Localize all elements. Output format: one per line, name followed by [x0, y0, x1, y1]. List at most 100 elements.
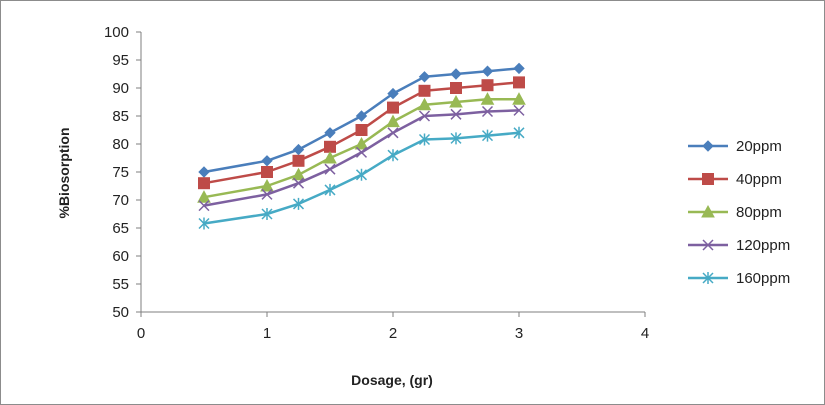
data-point-80ppm: [386, 114, 400, 128]
legend: 20ppm 40ppm 80ppm 120ppm 160ppm: [688, 138, 790, 287]
legend-marker-120ppm: [702, 239, 714, 251]
x-tick-labels: 0 1 2 3 4: [137, 325, 649, 342]
legend-label-40ppm: 40ppm: [736, 171, 782, 188]
series-20ppm: [198, 62, 525, 178]
legend-item-160ppm: 160ppm: [688, 270, 790, 287]
y-tick-label: 100: [104, 24, 129, 41]
series-line-80ppm: [203, 97, 519, 199]
y-axis-title: %Biosorption: [56, 128, 72, 219]
data-point-80ppm: [260, 178, 274, 192]
legend-item-40ppm: 40ppm: [688, 171, 782, 188]
series-layer: [197, 62, 526, 230]
data-point-80ppm: [480, 92, 495, 105]
data-point-120ppm: [481, 105, 494, 118]
data-point-160ppm: [513, 126, 525, 139]
y-tick-label: 90: [112, 80, 129, 97]
series-80ppm: [197, 92, 526, 203]
x-tick-label: 0: [137, 325, 145, 342]
series-line-20ppm: [203, 67, 520, 174]
y-tick-label: 55: [112, 276, 129, 293]
data-point-120ppm: [261, 188, 273, 200]
x-axis-title: Dosage, (gr): [351, 372, 433, 388]
data-point-160ppm: [481, 129, 494, 142]
data-point-80ppm: [512, 92, 526, 105]
data-point-20ppm: [418, 71, 431, 83]
data-point-120ppm: [513, 104, 525, 116]
data-point-160ppm: [418, 133, 431, 146]
series-160ppm: [198, 126, 525, 230]
data-point-160ppm: [261, 208, 273, 220]
series-120ppm: [198, 104, 525, 212]
data-point-40ppm: [513, 76, 525, 89]
legend-item-20ppm: 20ppm: [688, 138, 782, 155]
data-point-20ppm: [387, 87, 399, 100]
y-tick-label: 95: [112, 52, 129, 69]
series-40ppm: [198, 76, 525, 190]
data-point-120ppm: [418, 110, 431, 122]
legend-item-120ppm: 120ppm: [688, 237, 790, 254]
y-tick-label: 50: [112, 304, 129, 321]
axis-tick-marks: [136, 31, 646, 317]
data-point-20ppm: [513, 62, 525, 75]
data-point-160ppm: [292, 197, 305, 210]
data-point-40ppm: [355, 124, 368, 136]
x-tick-label: 1: [263, 325, 271, 342]
legend-marker-80ppm: [701, 204, 715, 218]
data-point-120ppm: [450, 108, 462, 120]
data-point-20ppm: [481, 65, 494, 77]
series-line-160ppm: [203, 131, 520, 225]
legend-marker-160ppm: [702, 272, 714, 284]
y-tick-label: 80: [112, 136, 129, 153]
data-point-80ppm: [417, 97, 432, 111]
data-point-40ppm: [198, 177, 210, 190]
legend-label-20ppm: 20ppm: [736, 138, 782, 155]
data-point-160ppm: [355, 168, 368, 181]
y-tick-labels: 50 55 60 65 70 75 80 85 90 95 100: [104, 24, 129, 321]
x-tick-label: 3: [515, 325, 523, 342]
data-point-120ppm: [355, 146, 368, 158]
series-line-40ppm: [203, 81, 520, 185]
data-point-20ppm: [292, 143, 305, 156]
data-point-20ppm: [324, 127, 336, 139]
data-point-40ppm: [387, 101, 399, 114]
data-point-80ppm: [449, 94, 463, 108]
x-tick-label: 2: [389, 325, 397, 342]
data-point-80ppm: [197, 190, 211, 203]
y-tick-label: 75: [112, 164, 129, 181]
data-point-40ppm: [481, 79, 494, 92]
data-point-160ppm: [387, 149, 399, 162]
data-point-20ppm: [261, 155, 273, 167]
data-point-20ppm: [450, 68, 462, 80]
data-point-80ppm: [291, 167, 306, 181]
data-point-40ppm: [261, 166, 273, 178]
y-tick-label: 70: [112, 192, 129, 209]
legend-label-80ppm: 80ppm: [736, 204, 782, 221]
series-line-120ppm: [203, 109, 520, 207]
legend-label-160ppm: 160ppm: [736, 270, 790, 287]
data-point-160ppm: [450, 132, 462, 145]
x-tick-label: 4: [641, 325, 649, 342]
data-point-20ppm: [355, 110, 368, 122]
data-point-160ppm: [324, 183, 336, 196]
legend-label-120ppm: 120ppm: [736, 237, 790, 254]
data-point-40ppm: [450, 82, 462, 94]
data-point-120ppm: [292, 177, 305, 189]
data-point-80ppm: [354, 136, 369, 150]
data-point-120ppm: [387, 127, 399, 139]
data-point-40ppm: [418, 84, 431, 97]
data-point-80ppm: [323, 150, 337, 164]
legend-marker-40ppm: [702, 173, 714, 185]
legend-item-80ppm: 80ppm: [688, 204, 782, 221]
y-tick-label: 60: [112, 248, 129, 265]
data-point-40ppm: [292, 154, 305, 167]
data-point-20ppm: [198, 166, 210, 178]
data-point-120ppm: [198, 200, 210, 212]
data-point-40ppm: [324, 140, 336, 153]
legend-marker-20ppm: [702, 140, 714, 152]
y-tick-label: 65: [112, 220, 129, 237]
data-point-160ppm: [198, 217, 210, 230]
data-point-120ppm: [324, 163, 336, 175]
y-tick-label: 85: [112, 108, 129, 125]
